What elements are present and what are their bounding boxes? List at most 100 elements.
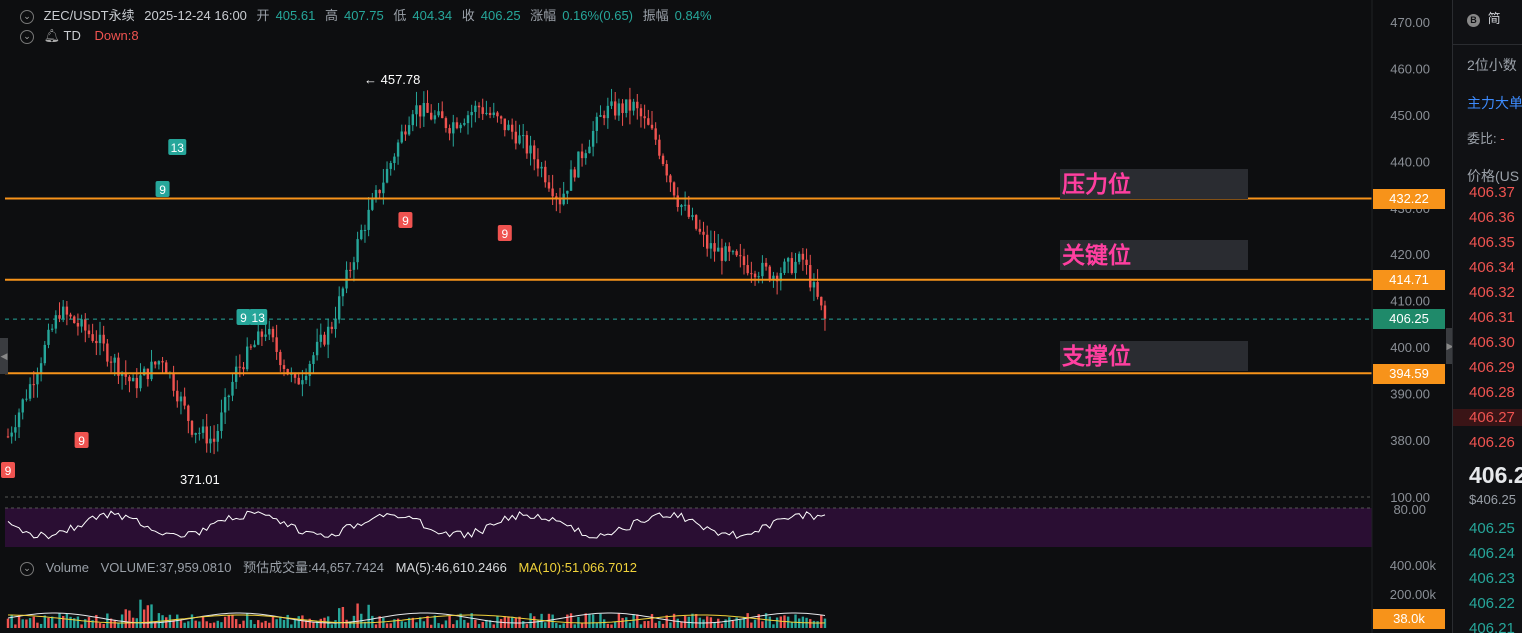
last-price-usd: $406.25 [1469, 492, 1516, 507]
volume-bar [555, 623, 558, 628]
ask-price[interactable]: 406.36 [1469, 209, 1515, 226]
candle-body [341, 288, 345, 297]
volume-bar [706, 616, 709, 628]
volume-bar [290, 624, 293, 628]
ask-price[interactable]: 406.32 [1469, 284, 1515, 301]
volume-bar [209, 623, 212, 628]
candle-body [588, 146, 591, 154]
volume-bar [809, 619, 812, 628]
bid-price[interactable]: 406.24 [1469, 545, 1515, 562]
bell-icon[interactable]: 🔔︎ [43, 28, 61, 43]
bid-price[interactable]: 406.22 [1469, 595, 1515, 612]
candle-body [234, 366, 238, 382]
volume-bar [393, 619, 396, 628]
ask-price[interactable]: 406.27 [1453, 409, 1522, 426]
volume-bar [510, 616, 514, 628]
td-marker-label: 9 [5, 464, 12, 478]
volume-bar [676, 618, 679, 628]
candle-body [323, 334, 326, 345]
candle-body [433, 115, 437, 120]
candle-body [617, 103, 621, 116]
panel-divider [1453, 44, 1522, 45]
candlestick-chart[interactable]: 470.00460.00450.00440.00430.00420.00410.… [0, 0, 1450, 633]
rsi-panel-bg [5, 508, 1372, 547]
volume-bar [212, 622, 216, 628]
volume-bar [87, 617, 91, 628]
ask-price[interactable]: 406.29 [1469, 359, 1515, 376]
volume-bar [591, 614, 595, 628]
candle-body [117, 357, 120, 376]
candle-body [293, 373, 297, 378]
candle-body [393, 156, 396, 164]
bid-price[interactable]: 406.23 [1469, 570, 1515, 587]
candle-body [374, 189, 378, 200]
candle-body [231, 381, 234, 396]
volume-bar [389, 623, 392, 628]
volume-bar [816, 621, 819, 628]
candle-body [466, 115, 470, 124]
ask-price[interactable]: 406.26 [1469, 434, 1515, 451]
volume-bar [632, 614, 635, 628]
candle-body [713, 243, 716, 252]
volume-bar [694, 614, 698, 628]
order-book-panel: B 简 2位小数 主力大单 委比: - 价格(US 406.37 406.36 40… [1452, 0, 1522, 633]
scroll-left-handle[interactable]: ◀ [0, 338, 8, 374]
candle-body [257, 331, 260, 345]
candle-body [544, 166, 547, 183]
candle-body [21, 399, 24, 413]
y-axis-tick: 460.00 [1390, 61, 1430, 76]
price-column-header: 价格(US [1467, 168, 1520, 184]
main-order-tab[interactable]: 主力大单 [1467, 95, 1522, 111]
volume-bar [606, 623, 610, 628]
scroll-right-handle[interactable]: ▶ [1446, 328, 1454, 364]
close-value: 406.25 [480, 8, 521, 23]
td-marker-label: 13 [171, 141, 185, 155]
ask-price[interactable]: 406.35 [1469, 234, 1515, 251]
candle-body [253, 344, 256, 348]
chart-area[interactable]: 470.00460.00450.00440.00430.00420.00410.… [0, 0, 1454, 633]
ask-price[interactable]: 406.28 [1469, 384, 1515, 401]
amplitude-label: 振幅 [642, 8, 669, 23]
candle-body [91, 334, 94, 341]
candle-body [411, 114, 414, 126]
candle-body [58, 315, 61, 319]
ask-price[interactable]: 406.30 [1469, 334, 1515, 351]
y-axis-tick: 390.00 [1390, 387, 1430, 402]
candle-body [735, 251, 738, 256]
bid-price[interactable]: 406.25 [1469, 520, 1515, 537]
candle-body [496, 112, 499, 117]
candle-body [246, 346, 249, 370]
candle-body [731, 251, 735, 253]
volume-bar [599, 613, 602, 628]
volume-bar [584, 613, 587, 628]
bid-price[interactable]: 406.21 [1469, 620, 1515, 633]
candle-body [746, 265, 749, 274]
candle-body [84, 319, 87, 331]
volume-bar [106, 613, 109, 628]
candle-body [356, 239, 359, 263]
volume-bar [220, 622, 223, 628]
candle-body [227, 395, 230, 398]
ask-price[interactable]: 406.31 [1469, 309, 1515, 326]
ask-price[interactable]: 406.34 [1469, 259, 1515, 276]
candle-body [17, 412, 21, 428]
volume-bar [588, 613, 591, 628]
ask-price[interactable]: 406.37 [1469, 184, 1515, 201]
volume-ma5: MA(5):46,610.2466 [395, 560, 507, 575]
volume-bar [430, 624, 433, 628]
volume-bar [757, 614, 760, 628]
collapse-icon[interactable]: ⌄ [20, 9, 34, 24]
volume-bar [341, 606, 345, 628]
candle-body [319, 334, 322, 342]
candle-body [547, 182, 551, 189]
volume-bar [728, 617, 731, 628]
collapse-icon[interactable]: ⌄ [20, 29, 34, 44]
candle-body [396, 142, 400, 157]
volume-bar [400, 621, 403, 628]
panel-top-button[interactable]: B 简 [1467, 8, 1501, 27]
volume-bar [775, 617, 779, 628]
decimals-select[interactable]: 2位小数 [1467, 57, 1517, 73]
volume-bar [602, 619, 606, 628]
candle-body [669, 175, 672, 183]
collapse-icon[interactable]: ⌄ [20, 561, 34, 576]
